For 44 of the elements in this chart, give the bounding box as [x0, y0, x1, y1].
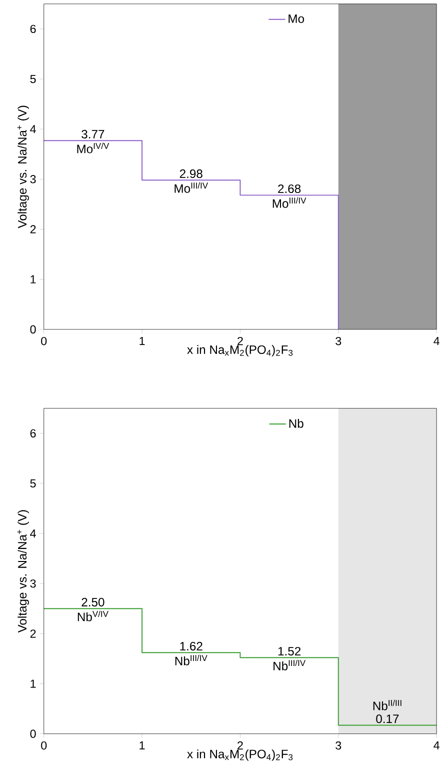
text: x in Na$_{x}$M$_{2}$(PO$_{4}$)$_{2}$F$_{3}$	[186, 749, 292, 761]
y-tick-label: 0	[30, 325, 36, 334]
legend-label: Mo	[288, 14, 304, 23]
y-tick-label: 6	[30, 24, 36, 34]
x-tick-label: 3	[335, 336, 341, 346]
x-tick-label: 0	[40, 336, 47, 346]
x-tick-label: 2	[237, 336, 243, 346]
y-tick-label: 3	[30, 175, 36, 184]
annotation: 2.50	[82, 598, 104, 606]
x-tick-label: 4	[433, 741, 440, 750]
y-tick-label: 5	[30, 74, 36, 84]
annotation: Mo$^{IV/V}$	[77, 142, 109, 154]
x-tick-label: 3	[335, 741, 341, 750]
y-tick-label: 3	[30, 579, 36, 588]
annotation: 2.68	[278, 184, 300, 194]
x-tick-label: 1	[140, 741, 145, 750]
y-tick-label: 2	[30, 630, 36, 638]
x-tick-label: 2	[237, 741, 243, 750]
x-tick-label: 0	[40, 741, 47, 750]
y-tick-label: 4	[30, 125, 36, 134]
y-axis-title: Voltage vs. Na/Na$^{+}$ (V)	[17, 510, 29, 633]
y-tick-label: 1	[30, 275, 36, 284]
y-tick-label: 1	[30, 680, 36, 688]
annotation: Nb$^{V/IV}$	[78, 610, 108, 622]
annotation: 2.98	[180, 169, 202, 178]
annotation: Nb$^{III/IV}$	[273, 660, 306, 670]
legend-label: Nb	[289, 418, 304, 428]
annotation: 1.62	[180, 642, 202, 651]
annotation: 1.52	[278, 646, 300, 656]
y-tick-label: 5	[30, 479, 36, 488]
x-tick-label: 1	[140, 336, 145, 345]
annotation: Nb$^{II/III}$	[373, 700, 402, 710]
text: x in Na$_{x}$M$_{2}$(PO$_{4}$)$_{2}$F$_{3}$	[186, 345, 292, 356]
y-tick-label: 4	[30, 529, 36, 538]
y-tick-label: 6	[30, 429, 36, 438]
y-tick-label: 0	[30, 730, 36, 738]
y-tick-label: 2	[30, 225, 36, 234]
annotation: Mo$^{III/IV}$	[272, 197, 306, 208]
y-axis-title: Voltage vs. Na/Na$^{+}$ (V)	[17, 106, 29, 228]
annotation: 3.77	[81, 130, 104, 138]
annotation: Nb$^{III/IV}$	[175, 654, 208, 666]
annotation: 0.17	[376, 714, 399, 724]
annotation: Mo$^{III/IV}$	[174, 182, 208, 193]
x-tick-label: 4	[433, 336, 440, 345]
